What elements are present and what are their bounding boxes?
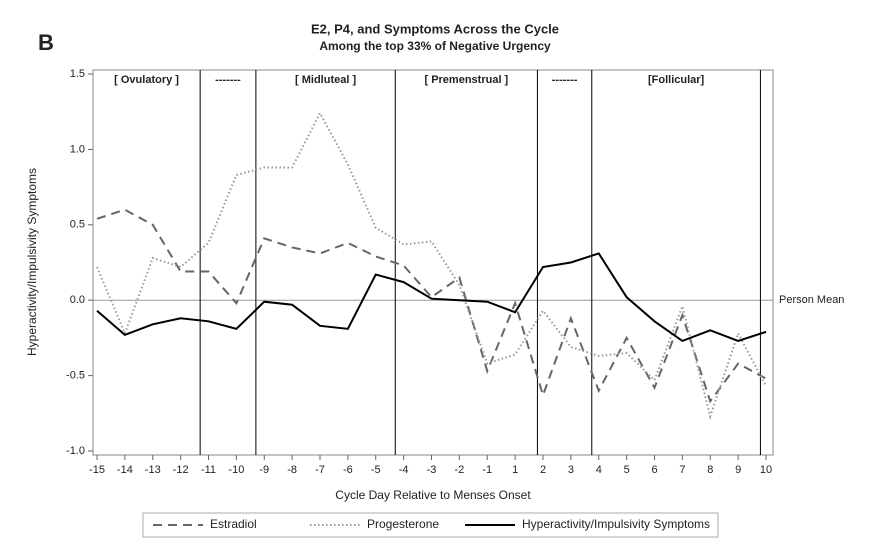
legend-label: Progesterone	[367, 517, 439, 531]
x-tick-label: 7	[679, 464, 685, 476]
x-tick-label: -6	[343, 464, 353, 476]
phase-label: -------	[215, 74, 241, 86]
x-tick-label: -13	[145, 464, 161, 476]
x-tick-label: -14	[117, 464, 133, 476]
y-tick-label: -0.5	[66, 370, 85, 382]
y-tick-label: 0.5	[70, 219, 85, 231]
phase-label: [Follicular]	[648, 74, 705, 86]
x-tick-label: 10	[760, 464, 772, 476]
phase-label: [ Ovulatory ]	[114, 74, 179, 86]
phase-label: -------	[552, 74, 578, 86]
phase-label: [ Premenstrual ]	[424, 74, 508, 86]
y-tick-label: 1.5	[70, 68, 85, 80]
y-tick-label: 0.0	[70, 294, 85, 306]
x-tick-label: 1	[512, 464, 518, 476]
y-tick-label: 1.0	[70, 143, 85, 155]
x-tick-label: -8	[287, 464, 297, 476]
x-tick-label: 3	[568, 464, 574, 476]
x-tick-label: -1	[482, 464, 492, 476]
chart-title: E2, P4, and Symptoms Across the Cycle	[311, 21, 559, 36]
x-tick-label: 2	[540, 464, 546, 476]
y-tick-label: -1.0	[66, 445, 85, 457]
x-tick-label: 8	[707, 464, 713, 476]
legend-label: Hyperactivity/Impulsivity Symptoms	[522, 517, 710, 531]
legend-box	[142, 512, 719, 538]
x-tick-label: -11	[201, 464, 216, 476]
x-tick-label: 6	[651, 464, 657, 476]
y-axis-label: Hyperactivity/Impulsivity Symptoms	[25, 168, 39, 356]
x-tick-label: -5	[371, 464, 381, 476]
x-tick-label: -2	[454, 464, 464, 476]
x-tick-label: 4	[596, 464, 602, 476]
panel-label: B	[38, 30, 54, 55]
x-tick-label: -3	[427, 464, 437, 476]
x-tick-label: 9	[735, 464, 741, 476]
series-line	[96, 208, 767, 404]
x-tick-label: 5	[624, 464, 630, 476]
x-tick-label: -4	[399, 464, 409, 476]
phase-label: [ Midluteal ]	[295, 74, 356, 86]
x-tick-label: -12	[173, 464, 189, 476]
plot-frame	[92, 69, 774, 456]
x-tick-label: -9	[259, 464, 269, 476]
legend-label: Estradiol	[210, 517, 257, 531]
x-axis-label: Cycle Day Relative to Menses Onset	[335, 488, 531, 502]
series-line	[96, 252, 767, 343]
reference-label: Person Mean	[779, 294, 844, 306]
x-tick-label: -15	[89, 464, 105, 476]
x-tick-label: -7	[315, 464, 325, 476]
x-tick-label: -10	[228, 464, 244, 476]
chart-subtitle: Among the top 33% of Negative Urgency	[319, 39, 551, 53]
